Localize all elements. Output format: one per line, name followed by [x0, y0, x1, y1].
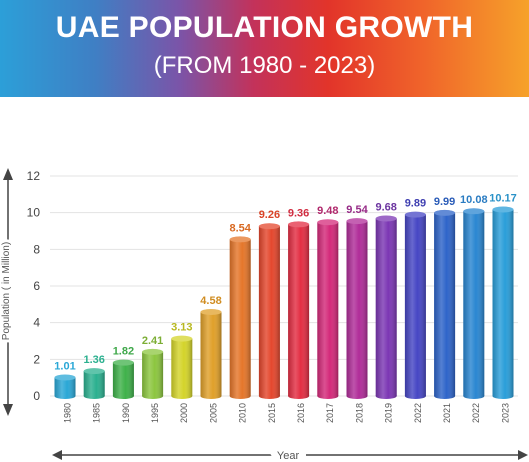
- value-label: 9.48: [317, 205, 338, 217]
- bar: [112, 359, 134, 399]
- y-tick-label: 8: [33, 242, 40, 256]
- bar: [171, 335, 193, 399]
- x-tick-label: 2021: [442, 403, 452, 423]
- value-labels: 1.01 1.36 1.82 2.41 3.13 4.58 8.54 9.26 9.36 9.48…: [54, 193, 516, 373]
- y-tick-label: 10: [27, 206, 41, 220]
- y-axis-arrow: [3, 168, 13, 416]
- value-label: 9.99: [434, 196, 455, 208]
- page-subtitle: (FROM 1980 - 2023): [153, 52, 376, 79]
- y-axis-ticks: 0 2 4 6 8 10 12: [27, 169, 41, 403]
- bar: [346, 218, 368, 399]
- bar: [404, 211, 426, 399]
- value-label: 10.17: [489, 193, 517, 205]
- value-label: 3.13: [171, 322, 192, 334]
- x-axis-arrow: [52, 450, 528, 460]
- value-label: 9.36: [288, 207, 309, 219]
- x-axis-ticks: 1980 1985 1990 1995 2000 2005 2010 2015 2016 2017…: [62, 403, 510, 423]
- x-axis-label: Year: [277, 450, 300, 462]
- x-tick-label: 2000: [179, 403, 189, 423]
- x-tick-label: 2022: [413, 403, 423, 423]
- bar: [434, 209, 456, 399]
- bar: [200, 309, 222, 399]
- x-tick-label: 1990: [121, 403, 131, 423]
- y-tick-label: 2: [33, 352, 40, 366]
- bar: [54, 374, 76, 399]
- header-banner: [0, 0, 529, 97]
- bar: [288, 221, 310, 399]
- bars: [54, 206, 514, 399]
- y-tick-label: 4: [33, 316, 40, 330]
- x-tick-label: 2015: [267, 403, 277, 423]
- y-tick-label: 0: [33, 389, 40, 403]
- x-tick-label: 1985: [92, 403, 102, 423]
- value-label: 4.58: [200, 295, 221, 307]
- x-tick-label: 2016: [296, 403, 306, 423]
- bar: [229, 236, 251, 399]
- value-label: 1.01: [54, 360, 75, 372]
- value-label: 1.36: [83, 354, 104, 366]
- bar: [375, 215, 397, 399]
- value-label: 9.26: [259, 209, 280, 221]
- value-label: 10.08: [460, 194, 488, 206]
- x-tick-label: 2023: [500, 403, 510, 423]
- value-label: 9.89: [405, 198, 426, 210]
- bar: [463, 208, 485, 399]
- x-tick-label: 2005: [208, 403, 218, 423]
- value-label: 8.54: [229, 222, 251, 234]
- y-tick-label: 6: [33, 279, 40, 293]
- x-tick-label: 2022: [471, 403, 481, 423]
- bar: [142, 348, 164, 399]
- page-title: UAE POPULATION GROWTH: [55, 11, 474, 44]
- bar: [317, 219, 339, 399]
- bar: [258, 223, 280, 399]
- x-tick-label: 2017: [325, 403, 335, 423]
- x-tick-label: 2019: [384, 403, 394, 423]
- value-label: 9.68: [375, 202, 396, 214]
- y-tick-label: 12: [27, 169, 41, 183]
- x-tick-label: 2018: [354, 403, 364, 423]
- x-tick-label: 2010: [238, 403, 248, 423]
- x-tick-label: 1995: [150, 403, 160, 423]
- value-label: 1.82: [113, 346, 134, 358]
- x-tick-label: 1980: [62, 403, 72, 423]
- value-label: 2.41: [142, 335, 163, 347]
- bar: [83, 368, 105, 399]
- value-label: 9.54: [346, 204, 368, 216]
- y-axis-label: Population ( in Million): [1, 242, 12, 340]
- bar-chart: 0 2 4 6 8 10 12 1.01 1.36 1.82 2.41 3.13 4.58 8.54 9.…: [0, 168, 528, 462]
- bar: [492, 206, 514, 399]
